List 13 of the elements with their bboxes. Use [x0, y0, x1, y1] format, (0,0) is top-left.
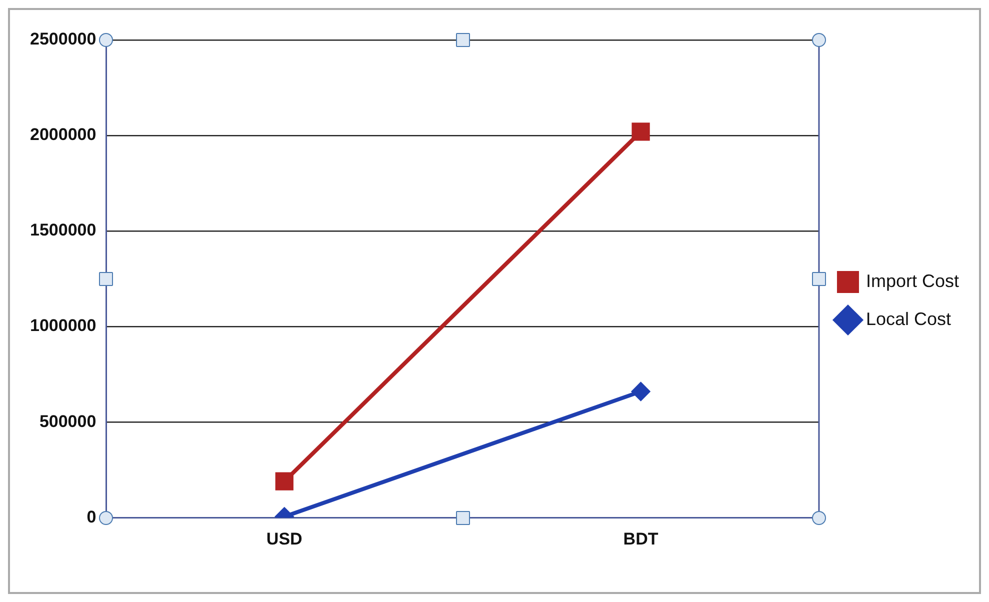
- point: [632, 122, 650, 141]
- legend-label: Local Cost: [866, 308, 952, 329]
- y-tick-label: 1000000: [30, 316, 96, 336]
- point: [632, 382, 650, 401]
- x-tick-label: BDT: [623, 529, 659, 548]
- y-tick-label: 1500000: [30, 220, 96, 240]
- point: [275, 472, 294, 490]
- y-tick-label: 0: [86, 507, 96, 526]
- y-tick-label: 500000: [39, 412, 96, 431]
- x-tick-label: USD: [266, 529, 302, 548]
- legend-label: Import Cost: [866, 270, 960, 291]
- y-tick-label: 2500000: [30, 30, 96, 49]
- y-tick-label: 2000000: [30, 125, 96, 144]
